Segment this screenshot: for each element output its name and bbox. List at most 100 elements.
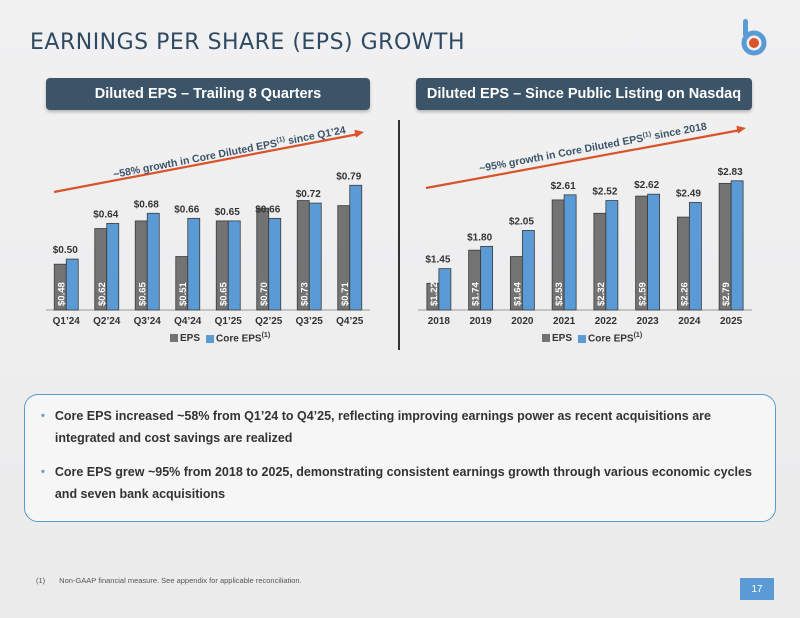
footnote: (1) Non-GAAP financial measure. See appen… <box>36 576 302 585</box>
page-title: EARNINGS PER SHARE (EPS) GROWTH <box>30 30 466 55</box>
x-tick-label: Q4’24 <box>174 316 202 327</box>
bar-label-core-eps: $2.83 <box>718 167 743 178</box>
annotation-suffix: since Q1’24 <box>284 124 347 147</box>
bar-label-eps: $1.74 <box>471 282 482 306</box>
growth-annotation: ~58% growth in Core Diluted EPS(1) since… <box>112 124 347 181</box>
legend-swatch-eps <box>170 334 178 343</box>
legend-item-core-eps: Core EPS(1) <box>206 332 270 344</box>
x-tick-label: 2023 <box>637 316 660 327</box>
bar-label-core-eps: $0.72 <box>296 189 321 200</box>
bar-core-eps <box>521 230 535 311</box>
legend-swatch-eps <box>542 334 550 343</box>
x-tick-label: Q1’25 <box>215 316 243 327</box>
bar-core-eps <box>106 223 120 311</box>
bar-label-core-eps: $2.05 <box>509 216 534 227</box>
bar-core-eps <box>227 220 241 311</box>
growth-arrow-line <box>53 133 357 194</box>
bar-label-eps: $2.32 <box>596 282 607 306</box>
legend-item-core-eps: Core EPS(1) <box>578 332 642 344</box>
bar-label-core-eps: $0.66 <box>255 204 280 215</box>
bar-label-eps: $0.71 <box>340 282 351 306</box>
key-takeaways-box: • Core EPS increased ~58% from Q1’24 to … <box>24 394 776 522</box>
legend-swatch-core-eps <box>578 334 587 343</box>
x-tick-label: 2020 <box>511 316 534 327</box>
bar-core-eps <box>268 217 282 311</box>
eps-annual-chart: ~95% growth in Core Diluted EPS(1) since… <box>418 121 752 327</box>
legend-label-eps: EPS <box>180 332 201 344</box>
x-tick-label: 2025 <box>720 316 743 327</box>
page-number: 17 <box>740 578 774 600</box>
footnote-text: Non-GAAP financial measure. See appendix… <box>59 576 302 585</box>
bullet-icon: • <box>41 466 45 478</box>
bar-core-eps <box>730 180 744 311</box>
x-tick-label: 2021 <box>553 316 576 327</box>
x-tick-label: Q3’25 <box>296 316 324 327</box>
bar-label-eps: $0.73 <box>299 282 310 306</box>
bar-label-core-eps: $2.61 <box>551 181 576 192</box>
bar-core-eps <box>146 212 160 311</box>
bar-label-core-eps: $2.52 <box>592 187 617 198</box>
x-tick-label: 2019 <box>470 316 493 327</box>
bar-label-eps: $2.26 <box>679 282 690 306</box>
bullet-item: • Core EPS increased ~58% from Q1’24 to … <box>41 405 757 449</box>
annotation-sup: (1) <box>642 131 652 139</box>
bar-core-eps <box>187 217 201 311</box>
bar-label-core-eps: $0.79 <box>336 171 361 182</box>
x-tick-label: Q4’25 <box>336 316 364 327</box>
bullet-text: Core EPS increased ~58% from Q1’24 to Q4… <box>54 409 711 445</box>
bar-label-eps: $2.79 <box>721 282 732 306</box>
legend-label-core-eps: Core EPS <box>216 333 262 345</box>
bar-label-core-eps: $0.66 <box>174 204 199 215</box>
bar-core-eps <box>308 202 322 311</box>
bar-core-eps <box>349 184 363 311</box>
x-tick-label: Q2’24 <box>93 316 121 327</box>
legend-sup: (1) <box>261 332 271 339</box>
bar-core-eps <box>688 202 702 311</box>
bar-label-eps: $0.70 <box>259 282 270 306</box>
bar-label-eps: $1.64 <box>512 282 523 306</box>
growth-arrow-head <box>354 129 364 138</box>
chart-right-title: Diluted EPS – Since Public Listing on Na… <box>416 78 752 110</box>
footnote-marker: (1) <box>36 576 46 585</box>
bar-core-eps <box>563 194 577 311</box>
bar-core-eps <box>65 258 79 311</box>
bar-core-eps <box>605 200 619 311</box>
legend-label-eps: EPS <box>552 332 573 344</box>
legend-left: EPS Core EPS(1) <box>170 332 270 344</box>
bar-label-core-eps: $0.65 <box>215 207 240 218</box>
bullet-item: • Core EPS grew ~95% from 2018 to 2025, … <box>41 461 757 505</box>
bar-label-core-eps: $0.68 <box>134 199 159 210</box>
bar-label-core-eps: $0.64 <box>93 209 118 220</box>
x-tick-label: 2024 <box>678 316 701 327</box>
bar-label-eps: $2.59 <box>638 282 649 306</box>
growth-arrow-head <box>736 125 746 134</box>
legend-item-eps: EPS <box>542 333 572 344</box>
chart-left-title: Diluted EPS – Trailing 8 Quarters <box>46 78 370 110</box>
x-tick-label: 2022 <box>595 316 618 327</box>
bar-label-eps: $0.65 <box>137 282 148 306</box>
x-tick-label: Q1’24 <box>53 316 81 327</box>
legend-label-core-eps: Core EPS <box>588 333 634 345</box>
x-tick-label: Q3’24 <box>134 316 162 327</box>
annotation-suffix: since 2018 <box>650 121 707 143</box>
bullet-text: Core EPS grew ~95% from 2018 to 2025, de… <box>54 465 752 501</box>
annotation-text: ~58% growth in Core Diluted EPS <box>112 138 278 181</box>
growth-annotation: ~95% growth in Core Diluted EPS(1) since… <box>478 121 708 175</box>
bar-core-eps <box>438 268 452 311</box>
bar-label-eps: $0.51 <box>178 282 189 306</box>
company-logo-icon <box>741 19 767 56</box>
bar-label-eps: $0.48 <box>56 282 67 306</box>
annotation-sup: (1) <box>276 136 286 144</box>
legend-sup: (1) <box>633 332 643 339</box>
legend-item-eps: EPS <box>170 333 200 344</box>
bar-label-eps: $0.65 <box>218 282 229 306</box>
legend-right: EPS Core EPS(1) <box>542 332 642 344</box>
bar-label-core-eps: $0.50 <box>53 245 78 256</box>
x-tick-label: 2018 <box>428 316 451 327</box>
chart-divider <box>398 120 400 350</box>
growth-arrow-line <box>425 129 739 190</box>
bar-label-core-eps: $2.49 <box>676 188 701 199</box>
legend-swatch-core-eps <box>206 334 215 343</box>
eps-quarterly-chart: ~58% growth in Core Diluted EPS(1) since… <box>46 124 370 327</box>
bar-label-core-eps: $1.45 <box>425 255 450 266</box>
